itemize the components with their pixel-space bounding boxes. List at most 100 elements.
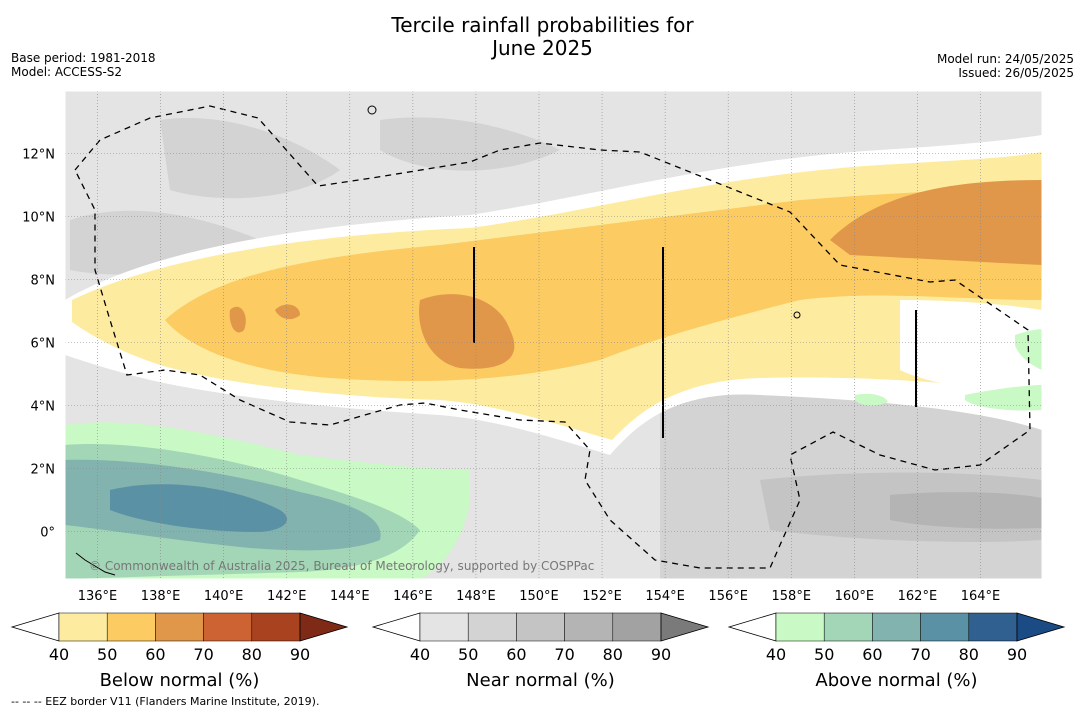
colorbar-min-extend — [10, 612, 60, 642]
colorbar-segment — [872, 612, 921, 642]
x-tick-label: 158°E — [772, 589, 812, 604]
colorbar-tick: 90 — [651, 645, 671, 664]
y-tick-label: 12°N — [22, 148, 55, 163]
above-normal-patch — [965, 385, 1042, 411]
colorbar-segment — [58, 612, 108, 642]
colorbar-label: Above normal (%) — [815, 670, 977, 691]
colorbar-tick: 70 — [193, 645, 213, 664]
colorbar-tick: 60 — [506, 645, 526, 664]
y-tick-label: 2°N — [31, 463, 56, 478]
below-normal-60-70 — [830, 180, 1042, 265]
colorbar-segment — [419, 612, 469, 642]
colorbar-tick: 80 — [959, 645, 979, 664]
colorbar-min-extend — [371, 612, 421, 642]
title-line-1: Tercile rainfall probabilities for — [391, 13, 694, 37]
colorbar-tick: 40 — [49, 645, 69, 664]
colorbar-segment — [775, 612, 825, 642]
colorbar-tick: 70 — [554, 645, 574, 664]
above-normal-70-80 — [110, 484, 288, 532]
x-tick-label: 164°E — [961, 589, 1001, 604]
colorbar: 40 50 60 70 80 90 Above normal (%) — [727, 612, 1066, 691]
near-normal-50-patch — [380, 117, 560, 171]
colorbar-segment — [612, 612, 662, 642]
colorbar-segment — [251, 612, 301, 642]
colorbar-tick: 60 — [145, 645, 165, 664]
x-tick-label: 140°E — [204, 589, 244, 604]
x-tick-label: 162°E — [898, 589, 938, 604]
colorbar-segment — [968, 612, 1018, 642]
meta-right: Model run: 24/05/2025 Issued: 26/05/2025 — [937, 52, 1074, 80]
near-normal-50-patch — [160, 118, 340, 199]
colorbar-label: Below normal (%) — [100, 670, 260, 691]
colorbars: 40 50 60 70 80 90 Below normal (%) 40 50 60 70 80 90… — [10, 612, 1066, 691]
colorbar: 40 50 60 70 80 90 Near normal (%) — [371, 612, 710, 691]
colorbar-segment — [564, 612, 614, 642]
white-patch — [900, 300, 1042, 395]
colorbar-tick: 90 — [1007, 645, 1027, 664]
base-period: Base period: 1981-2018 — [11, 51, 156, 65]
gridlines — [65, 91, 1042, 579]
island-outline — [75, 552, 116, 576]
x-tick-label: 144°E — [330, 589, 370, 604]
model-name: Model: ACCESS-S2 — [11, 65, 123, 79]
island-outline — [367, 105, 377, 115]
y-tick-label: 8°N — [31, 274, 56, 289]
y-tick-label: 10°N — [22, 211, 55, 226]
y-tick-label: 0° — [40, 526, 55, 541]
colorbar-tick: 80 — [603, 645, 623, 664]
colorbar-tick: 60 — [862, 645, 882, 664]
x-tick-label: 138°E — [141, 589, 181, 604]
colorbar-segment — [106, 612, 156, 642]
y-tick-label: 4°N — [31, 400, 56, 415]
colorbar-label: Near normal (%) — [466, 670, 615, 691]
map-frame — [64, 90, 1043, 580]
x-tick-label: 152°E — [582, 589, 622, 604]
x-tick-label: 146°E — [393, 589, 433, 604]
colorbar-min-extend — [727, 612, 777, 642]
x-tick-label: 150°E — [519, 589, 559, 604]
colorbar-tick: 40 — [410, 645, 430, 664]
meta-left: Base period: 1981-2018 Model: ACCESS-S2 — [11, 51, 156, 79]
x-tick-label: 154°E — [645, 589, 685, 604]
colorbar-segment — [467, 612, 517, 642]
x-tick-label: 142°E — [267, 589, 307, 604]
colorbar-segment — [155, 612, 204, 642]
below-normal-60-70 — [419, 294, 515, 369]
x-tick-label: 156°E — [708, 589, 748, 604]
probability-field — [65, 91, 1042, 579]
colorbar-max-extend — [299, 612, 349, 642]
colorbar-tick: 40 — [766, 645, 786, 664]
y-tick-label: 6°N — [31, 337, 56, 352]
colorbar-tick: 80 — [242, 645, 262, 664]
below-normal-60-70 — [229, 306, 246, 333]
x-tick-labels: 136°E 138°E 140°E 142°E 144°E 146°E 148°E 150°E… — [78, 589, 1001, 604]
issued-date: Issued: 26/05/2025 — [958, 66, 1074, 80]
colorbar-max-extend — [660, 612, 710, 642]
colorbar-tick: 50 — [97, 645, 117, 664]
colorbar: 40 50 60 70 80 90 Below normal (%) — [10, 612, 349, 691]
colorbar-segment — [203, 612, 253, 642]
below-normal-50-60 — [165, 185, 1042, 381]
below-normal-60-70 — [275, 304, 300, 320]
colorbar-tick: 50 — [458, 645, 478, 664]
title-line-2: June 2025 — [492, 36, 593, 60]
map-title: Tercile rainfall probabilities for June … — [0, 14, 1085, 60]
above-normal-patch — [855, 393, 888, 406]
colorbar-segment — [920, 612, 970, 642]
island-outline — [793, 311, 801, 319]
eez-border — [74, 105, 1031, 569]
x-tick-label: 160°E — [835, 589, 875, 604]
copyright-text: © Commonwealth of Australia 2025, Bureau… — [89, 559, 594, 573]
colorbar-max-extend — [1016, 612, 1066, 642]
colorbar-tick: 50 — [814, 645, 834, 664]
model-run: Model run: 24/05/2025 — [936, 52, 1074, 66]
x-tick-label: 136°E — [78, 589, 118, 604]
x-tick-label: 148°E — [456, 589, 496, 604]
colorbar-tick: 70 — [910, 645, 930, 664]
colorbar-segment — [516, 612, 565, 642]
y-tick-labels: 12°N 10°N 8°N 6°N 4°N 2°N 0° — [22, 148, 55, 541]
colorbar-segment — [823, 612, 873, 642]
near-normal-70-patch — [890, 492, 1042, 529]
colorbar-tick: 90 — [290, 645, 310, 664]
